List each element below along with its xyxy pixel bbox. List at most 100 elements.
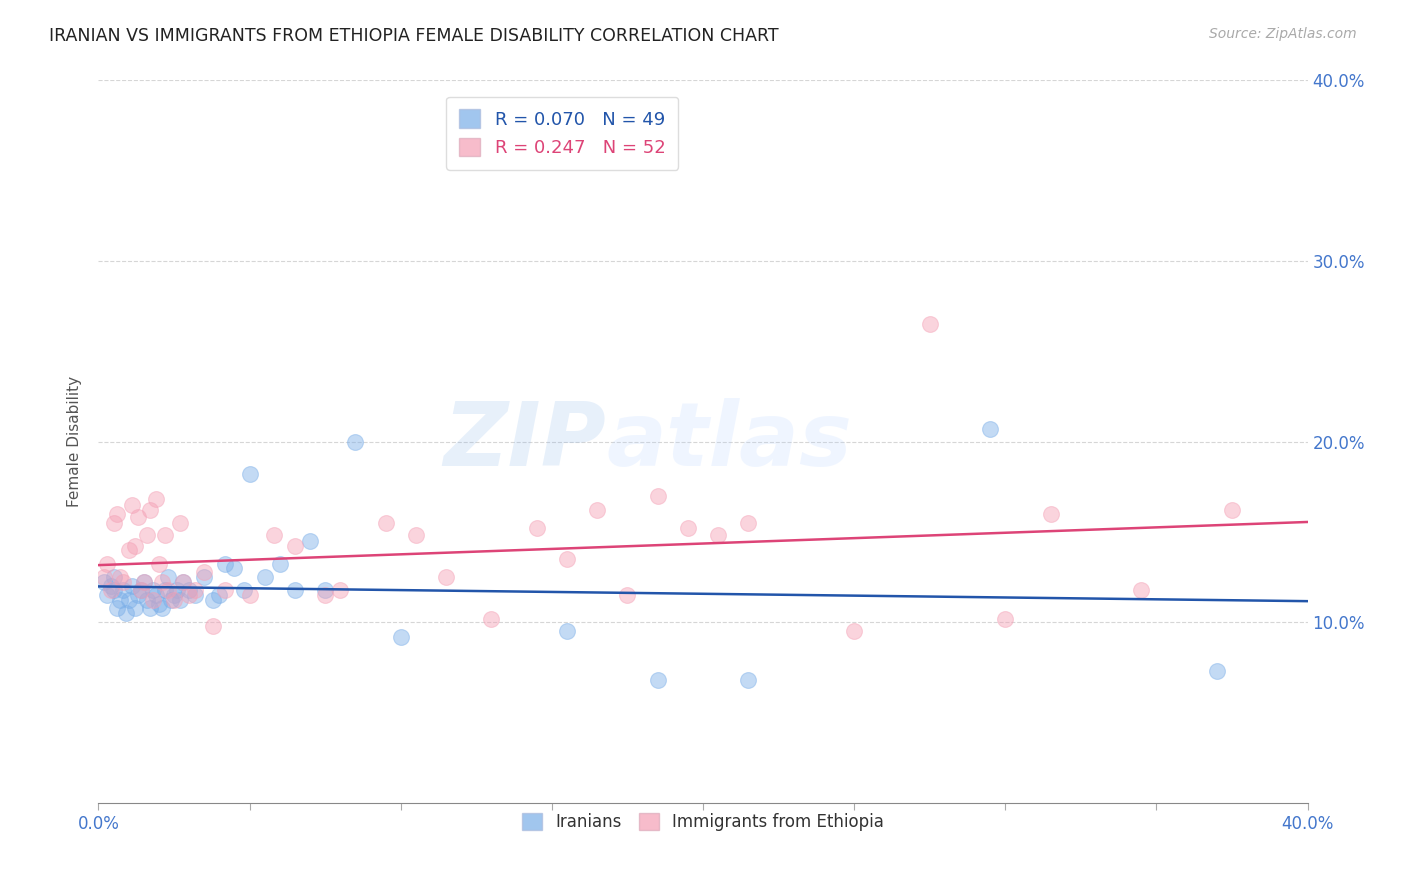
Point [214, 582, 236, 597]
Point [153, 582, 176, 597]
Point [284, 539, 307, 553]
Text: Source: ZipAtlas.com: Source: ZipAtlas.com [1209, 27, 1357, 41]
Point [96, 588, 118, 602]
Point [737, 516, 759, 530]
Point [918, 317, 941, 331]
Point [253, 570, 276, 584]
Point [108, 593, 131, 607]
Point [135, 528, 157, 542]
Point [184, 582, 207, 597]
Point [1130, 582, 1153, 597]
Point [389, 630, 412, 644]
Point [105, 507, 128, 521]
Point [100, 582, 122, 597]
Point [314, 582, 336, 597]
Point [96, 558, 118, 572]
Point [1220, 503, 1243, 517]
Point [121, 579, 143, 593]
Point [179, 588, 201, 602]
Point [172, 575, 194, 590]
Point [169, 516, 191, 530]
Point [93, 570, 115, 584]
Point [374, 516, 396, 530]
Point [202, 619, 225, 633]
Point [103, 570, 125, 584]
Point [526, 521, 548, 535]
Legend: Iranians, Immigrants from Ethiopia: Iranians, Immigrants from Ethiopia [512, 804, 894, 841]
Point [676, 521, 699, 535]
Point [150, 600, 173, 615]
Point [160, 593, 183, 607]
Point [707, 528, 730, 542]
Point [108, 570, 131, 584]
Point [647, 673, 669, 687]
Point [121, 498, 143, 512]
Point [172, 575, 194, 590]
Point [737, 673, 759, 687]
Point [132, 575, 155, 590]
Point [224, 561, 246, 575]
Text: IRANIAN VS IMMIGRANTS FROM ETHIOPIA FEMALE DISABILITY CORRELATION CHART: IRANIAN VS IMMIGRANTS FROM ETHIOPIA FEMA… [49, 27, 779, 45]
Point [129, 582, 152, 597]
Point [179, 582, 201, 597]
Point [169, 593, 191, 607]
Point [284, 582, 307, 597]
Point [114, 606, 136, 620]
Point [118, 593, 141, 607]
Point [135, 593, 157, 607]
Point [156, 582, 179, 597]
Point [145, 588, 167, 602]
Point [103, 582, 125, 597]
Point [193, 570, 215, 584]
Point [148, 558, 170, 572]
Point [232, 582, 254, 597]
Point [434, 570, 457, 584]
Point [105, 600, 128, 615]
Point [139, 503, 162, 517]
Point [586, 503, 609, 517]
Point [269, 558, 291, 572]
Point [163, 588, 186, 602]
Point [329, 582, 352, 597]
Point [263, 528, 285, 542]
Point [344, 434, 367, 449]
Point [202, 593, 225, 607]
Point [979, 422, 1001, 436]
Point [1206, 664, 1229, 678]
Point [124, 539, 146, 553]
Point [166, 582, 188, 597]
Point [124, 600, 146, 615]
Point [1039, 507, 1062, 521]
Point [142, 593, 165, 607]
Point [145, 492, 167, 507]
Point [127, 510, 149, 524]
Point [193, 565, 215, 579]
Point [314, 588, 336, 602]
Point [148, 597, 170, 611]
Point [994, 611, 1017, 625]
Point [129, 582, 152, 597]
Point [118, 542, 141, 557]
Point [555, 624, 578, 639]
Point [100, 579, 122, 593]
Point [142, 582, 165, 597]
Point [844, 624, 866, 639]
Y-axis label: Female Disability: Female Disability [67, 376, 83, 508]
Text: ZIP: ZIP [443, 398, 606, 485]
Point [214, 558, 236, 572]
Point [239, 588, 262, 602]
Point [111, 582, 134, 597]
Point [481, 611, 503, 625]
Point [555, 552, 578, 566]
Point [184, 588, 207, 602]
Point [111, 575, 134, 590]
Point [139, 600, 162, 615]
Point [647, 489, 669, 503]
Point [239, 467, 262, 481]
Point [150, 575, 173, 590]
Point [153, 528, 176, 542]
Point [208, 588, 231, 602]
Text: atlas: atlas [606, 398, 852, 485]
Point [103, 516, 125, 530]
Point [127, 588, 149, 602]
